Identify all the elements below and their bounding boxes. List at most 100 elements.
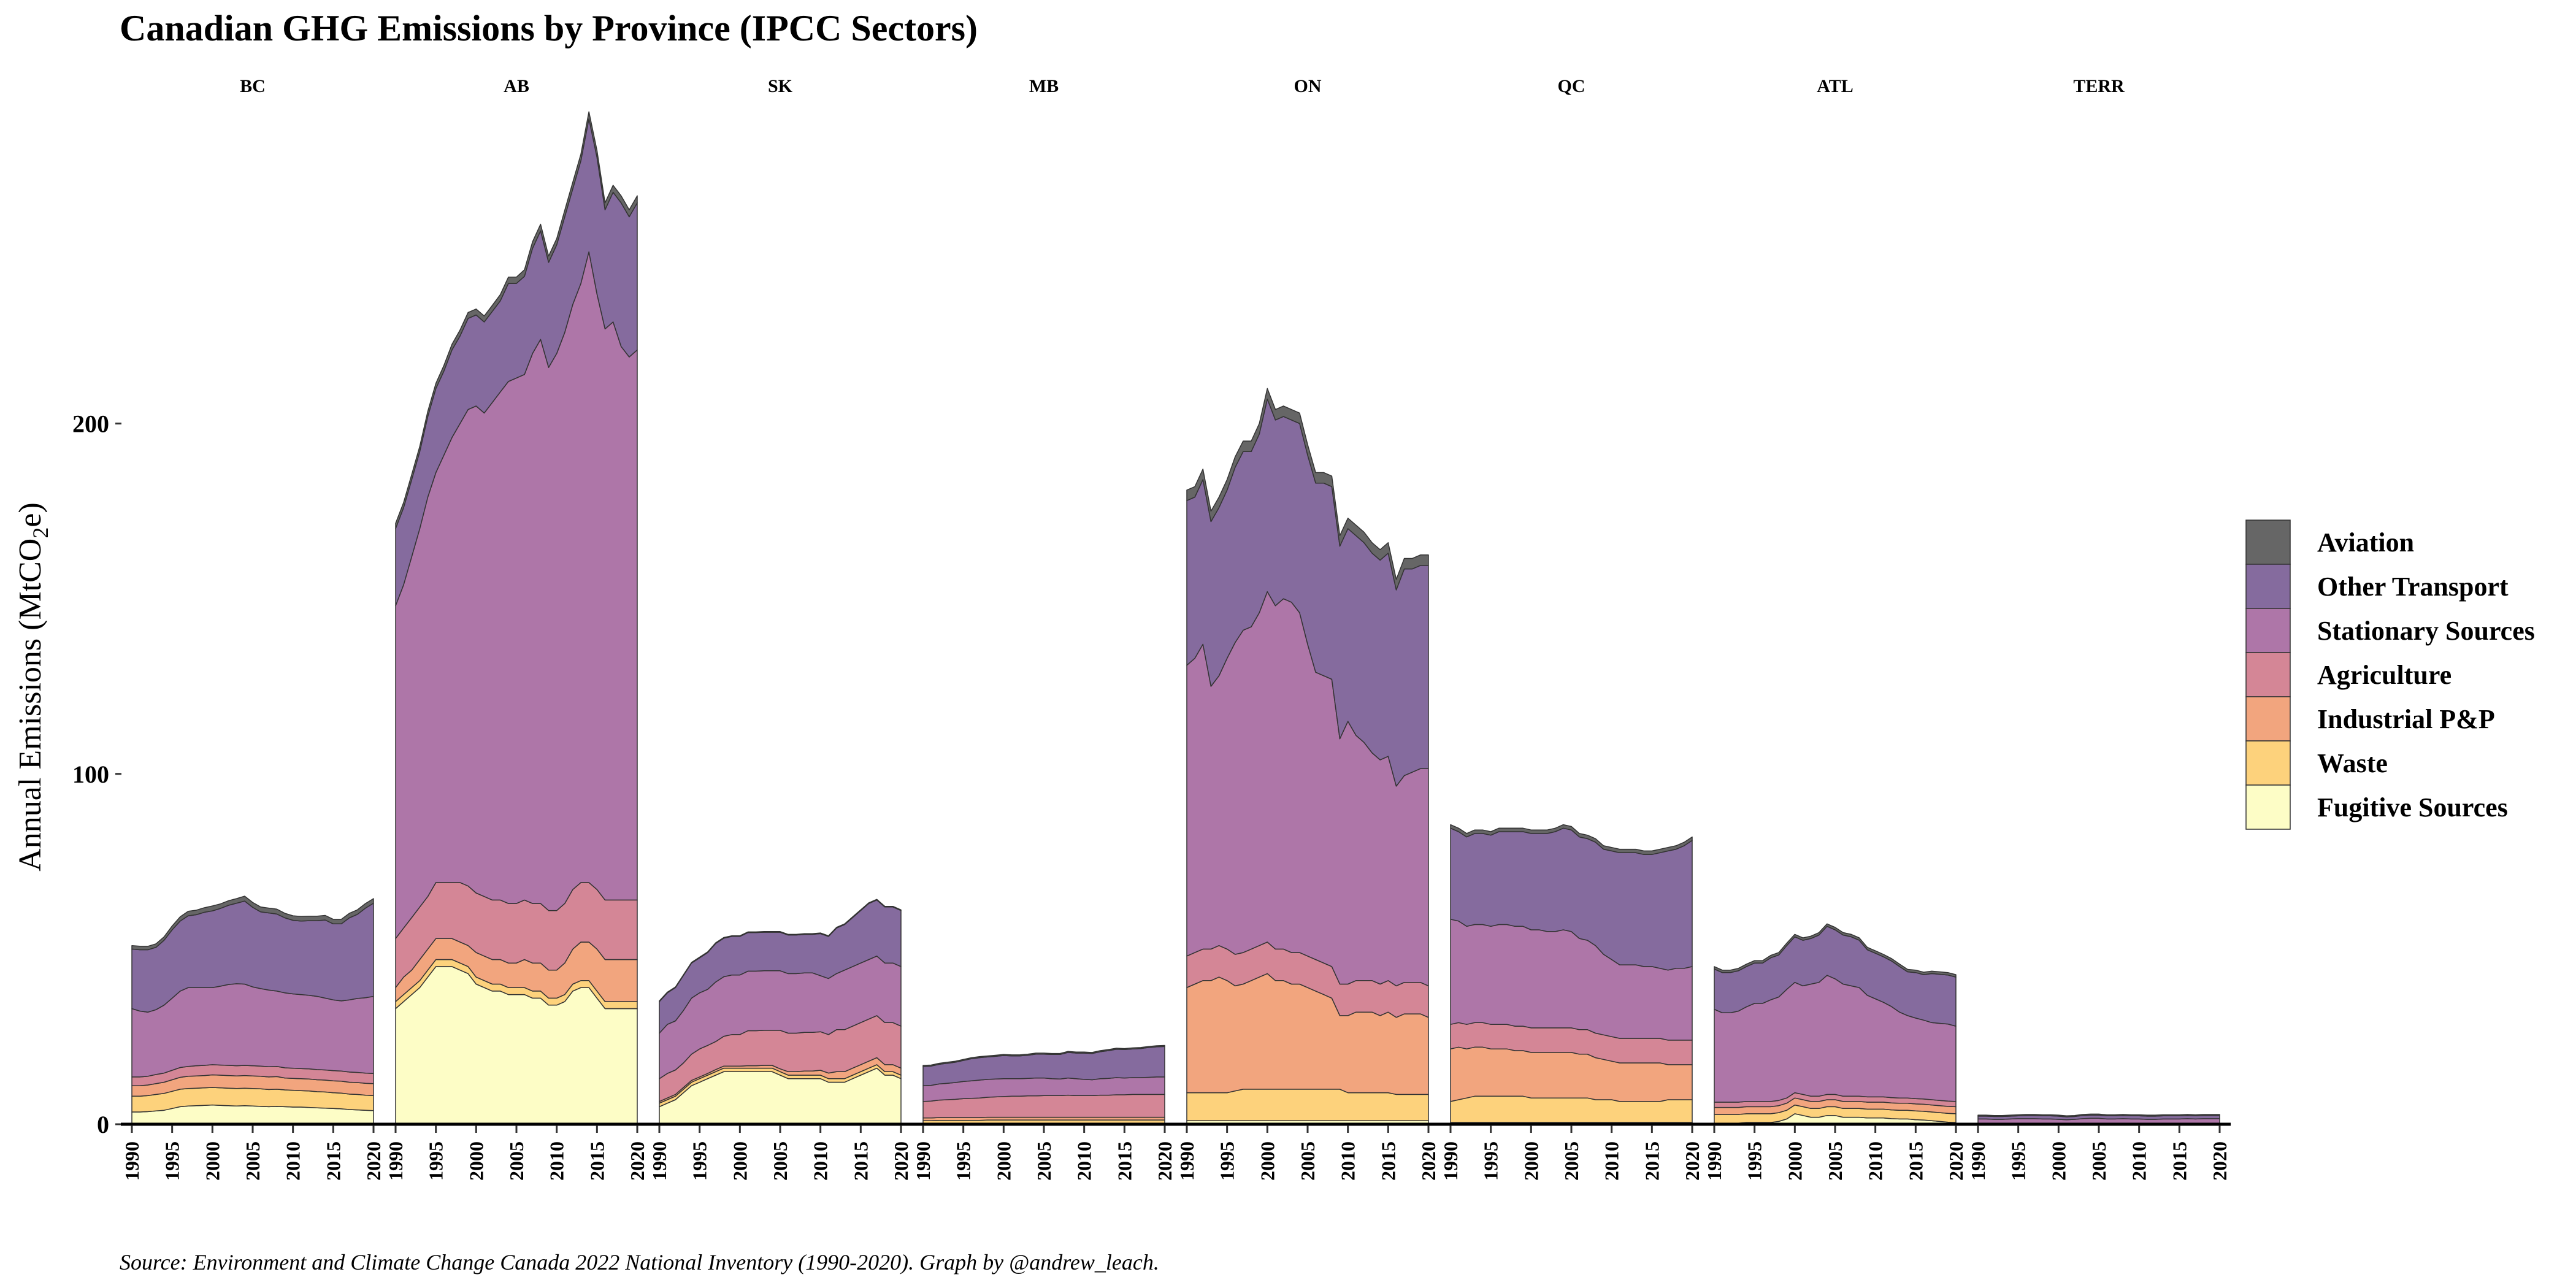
legend-label: Fugitive Sources bbox=[2317, 792, 2508, 822]
x-tick-label: 2010 bbox=[2128, 1141, 2150, 1181]
panel-label: TERR bbox=[2073, 76, 2125, 96]
legend-swatch bbox=[2245, 519, 2291, 565]
panel-mb: MB 1990 1995 2000 2005 2010 2015 2020 bbox=[912, 76, 1176, 1181]
legend-label: Waste bbox=[2317, 748, 2388, 778]
x-tick-label: 1995 bbox=[2007, 1141, 2030, 1181]
panel-label: AB bbox=[504, 76, 529, 96]
x-tick-label: 1995 bbox=[1744, 1141, 1766, 1181]
x-tick-label: 2020 bbox=[2209, 1141, 2231, 1181]
facet-panels: BC 1990 1995 2000 2005 2010 2015 2020 AB 1990 1995… bbox=[121, 76, 2231, 1181]
legend-item: Waste bbox=[2245, 740, 2388, 786]
legend-label: Agriculture bbox=[2317, 660, 2451, 690]
x-tick-label: 1995 bbox=[161, 1141, 183, 1181]
x-tick-label: 2005 bbox=[242, 1141, 264, 1181]
x-tick-label: 2000 bbox=[2047, 1141, 2069, 1181]
x-tick-label: 2020 bbox=[1681, 1141, 1703, 1181]
x-tick-label: 1990 bbox=[1176, 1141, 1198, 1181]
legend-swatch bbox=[2245, 608, 2291, 653]
x-tick-label: 2005 bbox=[2088, 1141, 2110, 1181]
x-tick-label: 2005 bbox=[505, 1141, 527, 1181]
y-axis-title-subscript: 2 bbox=[28, 527, 53, 539]
x-tick-label: 2015 bbox=[849, 1141, 872, 1181]
x-tick-label: 2015 bbox=[1113, 1141, 1135, 1181]
legend: Aviation Other Transport Stationary Source… bbox=[2245, 519, 2535, 830]
area-aviation bbox=[922, 1045, 1165, 1067]
legend-swatch bbox=[2245, 784, 2291, 830]
y-tick-label: 0 bbox=[97, 1111, 109, 1138]
panel-on: ON 1990 1995 2000 2005 2010 2015 2020 bbox=[1176, 76, 1439, 1181]
y-axis-title-main: Annual Emissions (MtCO bbox=[13, 539, 48, 872]
y-tick-label: 100 bbox=[72, 761, 109, 788]
panel-terr: TERR 1990 1995 2000 2005 2010 2015 2020 bbox=[1967, 76, 2231, 1181]
x-tick-label: 2010 bbox=[810, 1141, 832, 1181]
legend-swatch bbox=[2245, 740, 2291, 786]
panel-qc: QC 1990 1995 2000 2005 2010 2015 2020 bbox=[1439, 76, 1703, 1181]
x-tick-label: 2005 bbox=[1824, 1141, 1846, 1181]
x-tick-label: 1990 bbox=[1703, 1141, 1725, 1181]
legend-swatch bbox=[2245, 564, 2291, 609]
panel-label: ON bbox=[1294, 76, 1322, 96]
chart-title: Canadian GHG Emissions by Province (IPCC… bbox=[120, 8, 978, 48]
x-tick-label: 2015 bbox=[2168, 1141, 2190, 1181]
panel-ab: AB 1990 1995 2000 2005 2010 2015 2020 bbox=[385, 76, 648, 1181]
y-axis: 0 100 200 bbox=[72, 410, 121, 1138]
x-tick-label: 1990 bbox=[385, 1141, 407, 1181]
x-tick-label: 2000 bbox=[1784, 1141, 1806, 1181]
legend-item: Industrial P&P bbox=[2245, 696, 2495, 742]
x-tick-label: 2000 bbox=[465, 1141, 487, 1181]
area-aviation bbox=[659, 899, 902, 1002]
x-tick-label: 2005 bbox=[1560, 1141, 1582, 1181]
area-aviation bbox=[1450, 824, 1693, 855]
area-aviation bbox=[1714, 923, 1957, 978]
panel-label: ATL bbox=[1817, 76, 1853, 96]
x-tick-label: 2005 bbox=[1033, 1141, 1055, 1181]
panel-label: SK bbox=[768, 76, 793, 96]
y-axis-title-suffix: e) bbox=[13, 502, 48, 527]
x-tick-label: 2010 bbox=[1073, 1141, 1095, 1181]
x-tick-label: 1995 bbox=[1216, 1141, 1238, 1181]
x-tick-label: 1990 bbox=[1967, 1141, 1989, 1181]
x-tick-label: 2010 bbox=[282, 1141, 304, 1181]
x-tick-label: 2020 bbox=[1417, 1141, 1439, 1181]
x-tick-label: 2020 bbox=[362, 1141, 385, 1181]
x-tick-label: 2015 bbox=[1377, 1141, 1399, 1181]
area-aviation bbox=[1977, 1113, 2220, 1117]
x-tick-label: 2020 bbox=[626, 1141, 648, 1181]
panel-label: QC bbox=[1558, 76, 1585, 96]
legend-swatch bbox=[2245, 652, 2291, 697]
x-tick-label: 2010 bbox=[1601, 1141, 1623, 1181]
chart-caption: Source: Environment and Climate Change C… bbox=[120, 1250, 1159, 1275]
panel-label: BC bbox=[240, 76, 266, 96]
x-tick-label: 1995 bbox=[953, 1141, 975, 1181]
x-tick-label: 2000 bbox=[1520, 1141, 1542, 1181]
x-tick-label: 1990 bbox=[121, 1141, 143, 1181]
panel-label: MB bbox=[1029, 76, 1059, 96]
svg-text:Annual Emissions (MtCO2e): Annual Emissions (MtCO2e) bbox=[13, 502, 53, 872]
x-tick-label: 2010 bbox=[1337, 1141, 1359, 1181]
x-tick-label: 2020 bbox=[890, 1141, 912, 1181]
panel-atl: ATL 1990 1995 2000 2005 2010 2015 2020 bbox=[1703, 76, 1967, 1181]
legend-item: Agriculture bbox=[2245, 652, 2451, 697]
y-axis-title: Annual Emissions (MtCO2e) bbox=[13, 502, 53, 872]
x-tick-label: 2015 bbox=[586, 1141, 608, 1181]
x-tick-label: 2005 bbox=[769, 1141, 791, 1181]
x-tick-label: 2000 bbox=[201, 1141, 223, 1181]
x-tick-label: 1995 bbox=[689, 1141, 711, 1181]
x-tick-label: 2015 bbox=[322, 1141, 344, 1181]
x-tick-label: 2000 bbox=[1256, 1141, 1278, 1181]
legend-item: Other Transport bbox=[2245, 564, 2509, 609]
x-tick-label: 2010 bbox=[546, 1141, 568, 1181]
legend-label: Industrial P&P bbox=[2317, 704, 2495, 734]
x-tick-label: 1990 bbox=[1439, 1141, 1462, 1181]
area-aviation bbox=[395, 111, 638, 529]
x-tick-label: 1990 bbox=[648, 1141, 670, 1181]
area-aviation bbox=[131, 895, 374, 951]
x-tick-label: 2000 bbox=[992, 1141, 1014, 1181]
legend-label: Aviation bbox=[2317, 527, 2414, 558]
x-tick-label: 1995 bbox=[1480, 1141, 1502, 1181]
legend-item: Stationary Sources bbox=[2245, 608, 2535, 653]
x-tick-label: 2015 bbox=[1641, 1141, 1663, 1181]
x-tick-label: 2010 bbox=[1865, 1141, 1887, 1181]
y-tick-label: 200 bbox=[72, 410, 109, 438]
